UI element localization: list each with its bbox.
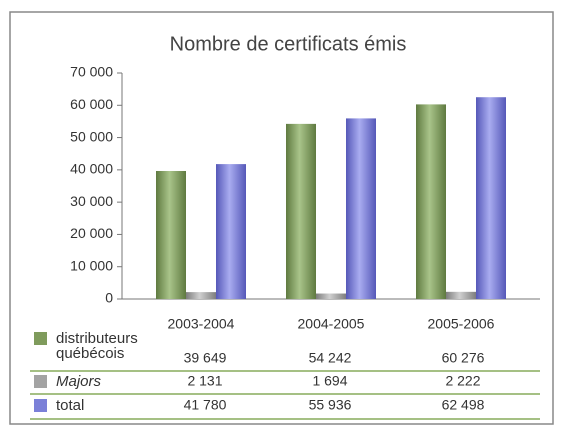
- table-value: 55 936: [309, 397, 352, 413]
- x-tick-label: 2005-2006: [428, 316, 495, 332]
- table-value: 41 780: [184, 397, 227, 413]
- table-value: 2 131: [187, 373, 222, 389]
- bar: [156, 170, 186, 299]
- legend-swatch: [34, 399, 47, 412]
- x-tick-label: 2003-2004: [168, 316, 235, 332]
- legend-swatch: [34, 375, 47, 388]
- y-tick-label: 40 000: [70, 161, 113, 177]
- bar: [316, 293, 346, 299]
- legend-label: Majors: [56, 373, 102, 390]
- table-value: 62 498: [442, 397, 485, 413]
- table-value: 2 222: [445, 373, 480, 389]
- y-tick-label: 0: [105, 290, 113, 306]
- bar: [216, 164, 246, 299]
- y-tick-label: 70 000: [70, 64, 113, 80]
- x-tick-label: 2004-2005: [298, 316, 365, 332]
- bar: [346, 118, 376, 299]
- bar: [416, 104, 446, 300]
- table-value: 54 242: [309, 350, 352, 366]
- chart-title: Nombre de certificats émis: [170, 33, 407, 55]
- legend-label: distributeurs québécois: [56, 330, 138, 362]
- y-tick-label: 30 000: [70, 193, 113, 209]
- legend-label: total: [56, 397, 85, 414]
- bar: [476, 97, 506, 300]
- bar: [286, 123, 316, 300]
- y-tick-label: 20 000: [70, 225, 113, 241]
- y-tick-label: 60 000: [70, 96, 113, 112]
- table-value: 60 276: [442, 350, 485, 366]
- bar: [446, 291, 476, 299]
- table-value: 1 694: [312, 373, 347, 389]
- y-tick-label: 50 000: [70, 128, 113, 144]
- table-value: 39 649: [184, 350, 227, 366]
- legend-swatch: [34, 332, 47, 345]
- y-tick-label: 10 000: [70, 257, 113, 273]
- bar: [186, 292, 216, 299]
- frame: [9, 11, 554, 425]
